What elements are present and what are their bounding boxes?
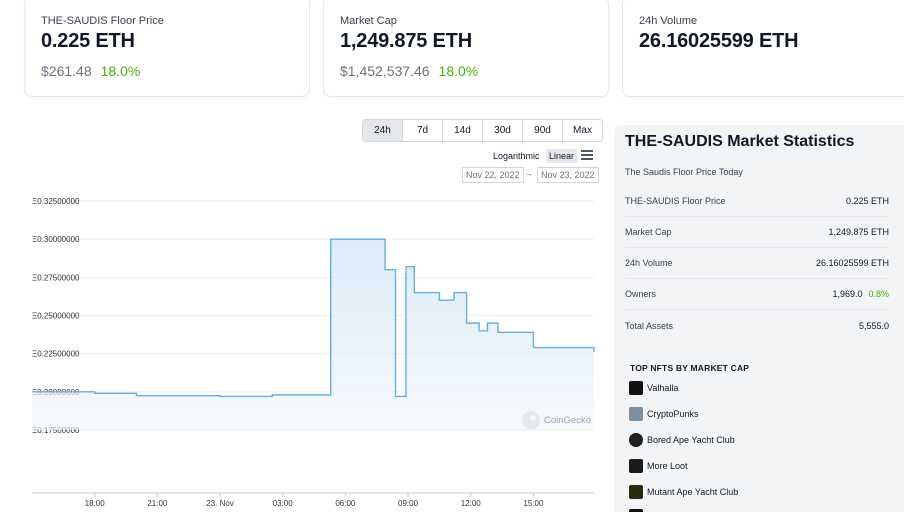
volume-card: 24h Volume 26.16025599 ETH [622,0,904,97]
y-tick-label: Ξ0.27500000 [32,273,80,282]
nft-name: More Loot [647,461,688,471]
floor-price-card: THE-SAUDIS Floor Price 0.225 ETH $261.48… [24,0,310,97]
nft-link-mutant-ape-yacht-club[interactable]: Mutant Ape Yacht Club [629,484,738,500]
owners-change: 0.8% [868,289,889,299]
stats-row-total-assets: Total Assets 5,555.0 [625,310,889,341]
stats-row-value: 26.16025599 ETH [815,258,889,268]
market-cap-value: 1,249.875 ETH [340,30,472,52]
y-tick-label: Ξ0.25000000 [32,312,80,321]
range-button-14d[interactable]: 14d [443,120,483,141]
time-range-selector: 24h 7d 14d 30d 90d Max [362,119,603,142]
logarithmic-toggle[interactable]: Logarithmic [493,151,540,161]
range-button-24h[interactable]: 24h [363,120,403,141]
volume-label: 24h Volume [639,15,698,27]
nft-thumbnail [629,485,643,499]
floor-price-sub: $261.48 18.0% [41,63,140,79]
nft-thumbnail [629,381,643,395]
range-button-90d[interactable]: 90d [523,120,563,141]
price-area [32,239,594,430]
floor-price-usd: $261.48 [41,63,92,79]
market-cap-card: Market Cap 1,249.875 ETH $1,452,537.46 18… [323,0,609,97]
coingecko-watermark: CoinGecko [522,411,591,429]
y-tick-label: Ξ0.17500000 [32,426,80,435]
stats-row-floor-price: THE-SAUDIS Floor Price 0.225 ETH [625,186,889,217]
y-tick-label: Ξ0.22500000 [32,350,80,359]
stats-row-label: Market Cap [625,227,672,237]
stats-row-market-cap: Market Cap 1,249.875 ETH [625,217,889,248]
volume-value: 26.16025599 ETH [639,30,799,52]
floor-price-label: THE-SAUDIS Floor Price [41,15,164,27]
y-tick-label: Ξ0.32500000 [32,197,80,206]
nft-thumbnail [629,407,643,421]
nft-link-partial[interactable] [629,508,647,512]
market-stats-title: THE-SAUDIS Market Statistics [625,133,855,150]
stats-row-owners: Owners 1,969.0 0.8% [625,279,889,310]
nft-thumbnail [629,509,643,512]
date-from-input[interactable]: Nov 22, 2022 [462,167,524,183]
stats-row-label: 24h Volume [625,258,673,268]
nft-name: CryptoPunks [647,409,699,419]
coingecko-logo-icon [522,411,540,429]
floor-price-change: 18.0% [100,63,141,79]
x-tick-label: 09:00 [398,499,419,508]
x-tick-label: 15:00 [523,499,544,508]
market-stats-subtitle: The Saudis Floor Price Today [625,167,743,177]
x-tick-label: 21:00 [147,499,168,508]
linear-toggle[interactable]: Linear [546,149,578,163]
y-tick-label: Ξ0.30000000 [32,235,80,244]
nft-link-more-loot[interactable]: More Loot [629,458,688,474]
stats-row-value: 1,969.0 [832,289,863,299]
stats-row-label: Owners [625,289,657,299]
market-cap-sub: $1,452,537.46 18.0% [340,63,478,79]
range-button-7d[interactable]: 7d [403,120,443,141]
stats-row-value: 0.225 ETH [845,196,889,206]
nft-link-valhalla[interactable]: Valhalla [629,380,678,396]
stats-row-value-group: 1,969.0 0.8% [832,289,889,299]
x-tick-label: 18:00 [85,499,106,508]
x-tick-label: 12:00 [461,499,482,508]
nft-link-bored-ape-yacht-club[interactable]: Bored Ape Yacht Club [629,432,735,448]
market-statistics-panel: THE-SAUDIS Market Statistics The Saudis … [614,125,904,512]
floor-price-value: 0.225 ETH [41,30,135,52]
stats-row-label: THE-SAUDIS Floor Price [625,196,726,206]
nft-name: Mutant Ape Yacht Club [647,487,739,497]
stats-row-value: 5,555.0 [858,320,889,331]
nft-thumbnail [629,433,643,447]
nft-name: Bored Ape Yacht Club [647,435,735,445]
x-tick-label: 06:00 [335,499,356,508]
nft-link-cryptopunks[interactable]: CryptoPunks [629,406,699,422]
x-tick-label: 03:00 [273,499,294,508]
market-cap-change: 18.0% [438,63,479,79]
floor-price-chart: Ξ0.32500000 Ξ0.30000000 Ξ0.27500000 Ξ0.2500… [32,197,595,508]
market-cap-usd: $1,452,537.46 [340,63,430,79]
price-line [32,238,595,398]
stats-row-volume: 24h Volume 26.16025599 ETH [625,248,889,279]
date-to-input[interactable]: Nov 23, 2022 [537,167,599,183]
range-button-30d[interactable]: 30d [483,120,523,141]
date-arrow-icon: → [524,168,533,178]
stats-row-value: 1,249.875 ETH [828,227,889,237]
range-button-max[interactable]: Max [563,120,602,141]
hamburger-menu-icon[interactable] [581,150,593,160]
stats-row-label: Total Assets [625,320,674,331]
market-cap-label: Market Cap [340,15,397,27]
top-nfts-title: TOP NFTS BY MARKET CAP [630,363,750,373]
nft-name: Valhalla [647,383,679,393]
nft-thumbnail [629,459,643,473]
watermark-text: CoinGecko [544,415,591,426]
x-tick-label: 23. Nov [206,499,234,508]
